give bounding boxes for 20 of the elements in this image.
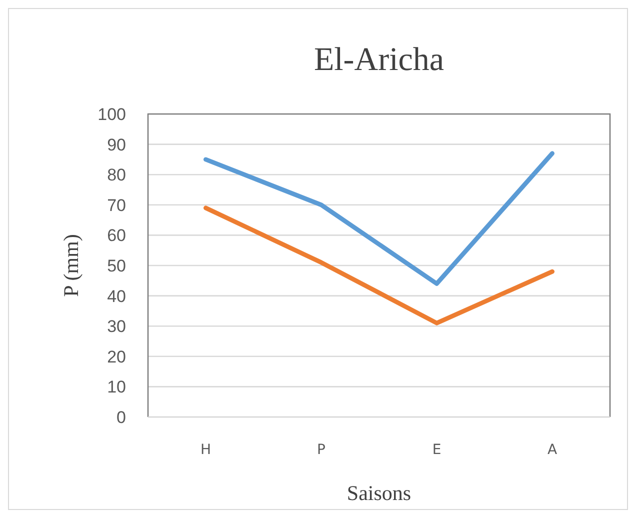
- y-tick-label: 40: [107, 286, 126, 306]
- x-tick-label: E: [432, 442, 442, 458]
- y-tick-label: 90: [107, 135, 126, 154]
- x-tick-label: H: [200, 442, 212, 458]
- y-tick-label: 100: [98, 104, 126, 124]
- y-tick-label: 10: [107, 378, 126, 397]
- x-axis-title: Saisons: [346, 481, 412, 505]
- chart-title: El-Aricha: [314, 42, 444, 78]
- y-axis-title: P (mm): [59, 234, 83, 297]
- y-tick-label: 60: [107, 226, 126, 246]
- x-tick-label: A: [547, 442, 558, 458]
- line-series: [204, 206, 554, 326]
- y-tick-label: 0: [116, 408, 126, 427]
- y-tick-label: 50: [107, 256, 126, 276]
- x-tick-label: P: [317, 442, 326, 458]
- y-tick-label: 80: [107, 166, 126, 185]
- y-tick-label: 70: [107, 196, 126, 215]
- line-series: [204, 151, 554, 286]
- y-tick-label: 20: [107, 347, 126, 366]
- y-tick-label: 30: [107, 317, 126, 336]
